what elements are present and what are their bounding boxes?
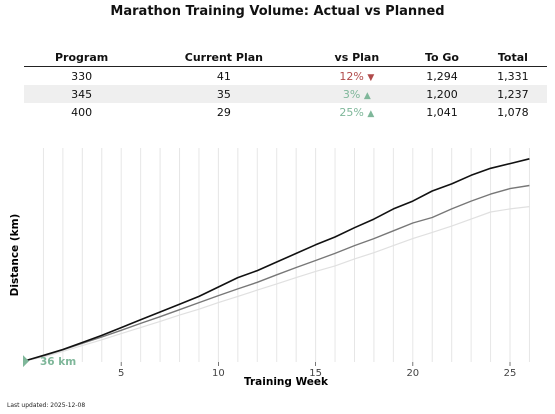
cell-program: 330 — [71, 69, 93, 83]
cell-program: 345 — [24, 85, 140, 103]
cell-to-go: 1,041 — [426, 105, 458, 119]
vs-plan-value: 12% — [339, 69, 364, 83]
start-marker-icon — [23, 355, 29, 368]
cell-current: 35 — [139, 85, 309, 103]
header-total: Total — [478, 50, 547, 67]
vs-plan-value: 25% — [339, 105, 364, 119]
series-line-345 — [23, 184, 530, 362]
start-annotation-label: 36 km — [40, 356, 76, 368]
cell-program: 400 — [71, 105, 93, 119]
chart-title: Marathon Training Volume: Actual vs Plan… — [110, 4, 445, 19]
cell-vs-plan: 25% ▲ — [309, 103, 406, 121]
y-axis-label: Distance (km) — [9, 214, 21, 297]
table-row: 330 41 12% ▼ 1,294 1,331 — [24, 67, 547, 86]
series-line-400 — [23, 206, 530, 362]
cell-vs-plan: 12% ▼ — [309, 67, 406, 86]
chart-grid — [42, 148, 530, 362]
header-current-plan: Current Plan — [139, 50, 309, 67]
cell-current: 41 — [216, 69, 231, 83]
header-vs-plan: vs Plan — [308, 50, 406, 67]
summary-table: Program Current Plan vs Plan To Go Total… — [24, 50, 547, 121]
table-row: 345 35 3% ▲ 1,200 1,237 — [24, 85, 547, 103]
start-annotation: 36 km — [23, 355, 76, 368]
cell-total: 1,331 — [497, 69, 529, 83]
cell-to-go: 1,200 — [405, 85, 479, 103]
x-tick-label: 10 — [212, 368, 225, 379]
x-axis-ticks: 5 10 15 20 25 — [118, 362, 516, 379]
x-axis-label: Training Week — [244, 376, 329, 388]
header-to-go: To Go — [405, 50, 479, 67]
x-tick-label: 25 — [504, 368, 517, 379]
table-header-row: Program Current Plan vs Plan To Go Total — [24, 50, 547, 67]
cell-total: 1,078 — [497, 105, 529, 119]
cell-to-go: 1,294 — [426, 69, 458, 83]
arrow-down-icon: ▼ — [367, 72, 375, 83]
x-tick-label: 20 — [406, 368, 419, 379]
cell-vs-plan: 3% ▲ — [308, 85, 406, 103]
x-tick-label: 15 — [309, 368, 322, 379]
arrow-up-icon: ▲ — [363, 90, 371, 101]
series-line-330 — [23, 158, 530, 362]
cell-current: 29 — [216, 105, 231, 119]
x-tick-label: 5 — [118, 368, 124, 379]
cell-total: 1,237 — [478, 85, 547, 103]
arrow-up-icon: ▲ — [367, 108, 375, 119]
table-row: 400 29 25% ▲ 1,041 1,078 — [24, 103, 547, 121]
vs-plan-value: 3% — [342, 87, 361, 101]
distance-line-chart: 5 10 15 20 25 36 km Training Week Distance (… — [9, 148, 530, 388]
header-program: Program — [24, 50, 140, 67]
chart-series — [23, 158, 530, 362]
last-updated: Last updated: 2025-12-08 — [7, 402, 86, 409]
